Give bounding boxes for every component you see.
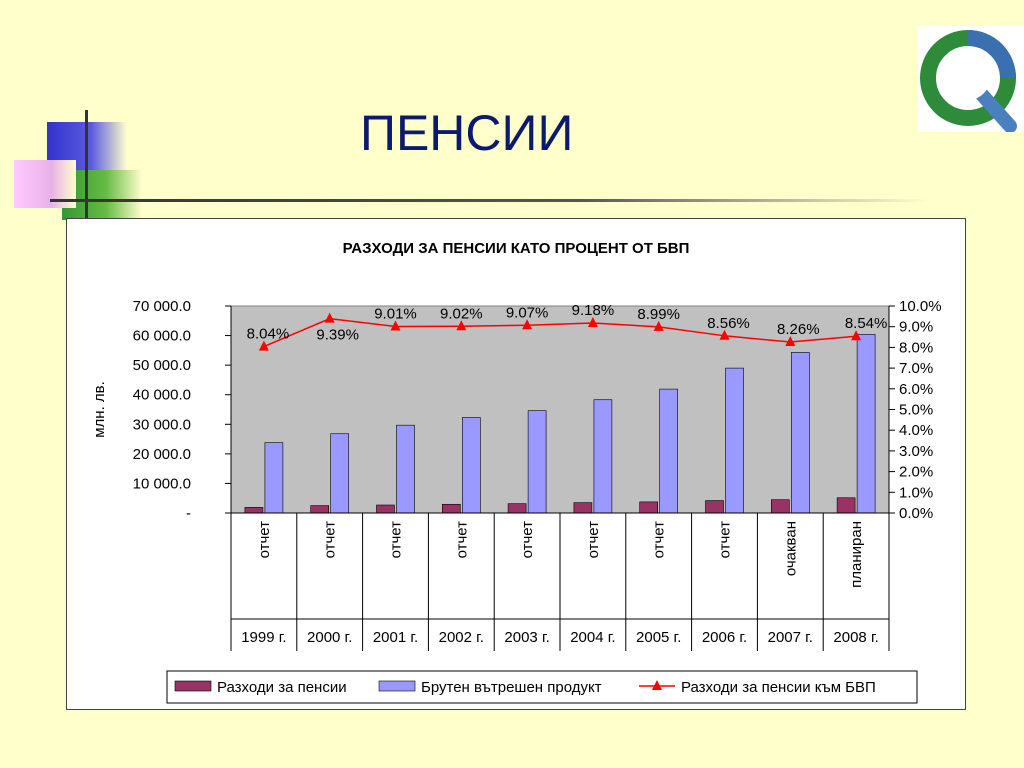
y-tick-label-right: 5.0%	[899, 402, 933, 419]
ratio-marker	[653, 320, 664, 331]
y-tick-label-left: -	[186, 505, 191, 522]
bar-gdp	[856, 334, 876, 514]
x-subcategory-label: отчет	[585, 521, 602, 559]
y-tick-label-right: 0.0%	[899, 505, 933, 522]
y-tick-label-left: 20 000.0	[133, 446, 191, 463]
circular-q-logo-icon	[918, 26, 1024, 133]
bar-pension	[573, 502, 593, 514]
legend-box	[166, 670, 918, 704]
y-tick-label-right: 9.0%	[899, 319, 933, 336]
bar-gdp	[659, 388, 679, 514]
y-tick-label-right: 10.0%	[899, 298, 942, 315]
ratio-data-label: 8.99%	[637, 306, 680, 323]
decor-horizontal-line	[50, 199, 930, 202]
x-subcategory-label: отчет	[453, 521, 470, 559]
ratio-data-label: 8.26%	[777, 321, 820, 338]
ratio-marker	[719, 329, 730, 340]
x-category-label: 1999 г.	[241, 629, 286, 646]
ratio-data-label: 9.07%	[506, 304, 549, 321]
bar-pension	[441, 503, 461, 514]
y-tick-label-left: 50 000.0	[133, 357, 191, 374]
ratio-data-label: 8.54%	[845, 315, 888, 332]
y-tick-label-right: 8.0%	[899, 339, 933, 356]
ratio-data-label: 8.04%	[247, 326, 290, 343]
bar-pension	[244, 507, 264, 514]
chart-canvas: РАЗХОДИ ЗА ПЕНСИИ КАТО ПРОЦЕНТ ОТ БВП - 10…	[91, 240, 942, 704]
ratio-marker	[390, 320, 401, 331]
legend-label-pension: Разходи за пенсии	[217, 679, 347, 696]
legend-swatch-pension	[174, 680, 212, 692]
y-tick-label-right: 4.0%	[899, 422, 933, 439]
ratio-data-label: 9.02%	[440, 305, 483, 322]
y-tick-label-left: 30 000.0	[133, 416, 191, 433]
ratio-marker	[587, 316, 598, 327]
y-tick-label-left: 40 000.0	[133, 387, 191, 404]
decor-vertical-line	[85, 110, 88, 220]
bar-pension	[639, 501, 659, 514]
bar-pension	[507, 503, 527, 514]
ratio-marker	[258, 340, 269, 351]
bar-pension	[770, 499, 790, 514]
x-category-label: 2006 г.	[702, 629, 747, 646]
legend-label-ratio: Разходи за пенсии към БВП	[681, 679, 876, 696]
bar-pension	[836, 497, 856, 514]
x-subcategory-label: планиран	[848, 521, 865, 588]
x-subcategory-label: отчет	[519, 521, 536, 559]
ratio-marker	[522, 319, 533, 330]
y-tick-label-left: 70 000.0	[133, 298, 191, 315]
chart-title: РАЗХОДИ ЗА ПЕНСИИ КАТО ПРОЦЕНТ ОТ БВП	[343, 240, 690, 257]
y-tick-label-right: 3.0%	[899, 443, 933, 460]
y-tick-label-right: 2.0%	[899, 464, 933, 481]
ratio-marker	[456, 320, 467, 331]
x-subcategory-label: отчет	[256, 521, 273, 559]
x-subcategory-label: отчет	[388, 521, 405, 559]
line-ratio	[263, 317, 857, 348]
bar-pension	[705, 500, 724, 514]
x-category-label: 2004 г.	[570, 629, 615, 646]
x-category-label: 2008 г.	[833, 629, 878, 646]
bar-pension	[310, 505, 329, 514]
legend-ratio-marker	[652, 680, 662, 690]
y-tick-label-left: 10 000.0	[133, 475, 191, 492]
x-category-label: 2003 г.	[504, 629, 549, 646]
x-category-label: 2002 г.	[439, 629, 484, 646]
ratio-data-label: 9.01%	[374, 305, 417, 322]
legend-swatch-gdp	[378, 680, 416, 692]
x-category-label: 2000 г.	[307, 629, 352, 646]
bar-gdp	[593, 399, 613, 514]
ratio-marker	[785, 336, 796, 347]
x-subcategory-label: отчет	[322, 521, 339, 559]
bar-gdp	[330, 433, 350, 514]
x-category-label: 2007 г.	[768, 629, 813, 646]
y-tick-label-right: 6.0%	[899, 381, 933, 398]
y-tick-label-right: 1.0%	[899, 484, 933, 501]
bar-gdp	[725, 367, 744, 514]
y-tick-label-left: 60 000.0	[133, 328, 191, 345]
bar-gdp	[264, 442, 284, 514]
ratio-data-label: 9.39%	[316, 327, 359, 344]
y-tick-label-right: 7.0%	[899, 360, 933, 377]
ratio-marker	[324, 312, 335, 323]
chart-frame: РАЗХОДИ ЗА ПЕНСИИ КАТО ПРОЦЕНТ ОТ БВП - 10…	[66, 218, 966, 710]
x-subcategory-label: отчет	[717, 521, 734, 559]
ratio-marker	[851, 330, 862, 341]
bar-gdp	[527, 410, 547, 514]
bar-gdp	[396, 424, 415, 514]
y-axis-label: млн. лв.	[91, 381, 108, 438]
legend-label-gdp: Брутен вътрешен продукт	[421, 679, 602, 696]
bar-pension	[376, 504, 395, 514]
bar-gdp	[790, 352, 810, 514]
x-category-label: 2001 г.	[373, 629, 418, 646]
x-subcategory-label: очакван	[782, 521, 799, 576]
x-category-label: 2005 г.	[636, 629, 681, 646]
ratio-data-label: 8.56%	[707, 315, 750, 332]
bar-gdp	[461, 417, 481, 514]
page-title: ПЕНСИИ	[360, 105, 574, 161]
x-subcategory-label: отчет	[651, 521, 668, 559]
ratio-data-label: 9.18%	[572, 302, 615, 319]
